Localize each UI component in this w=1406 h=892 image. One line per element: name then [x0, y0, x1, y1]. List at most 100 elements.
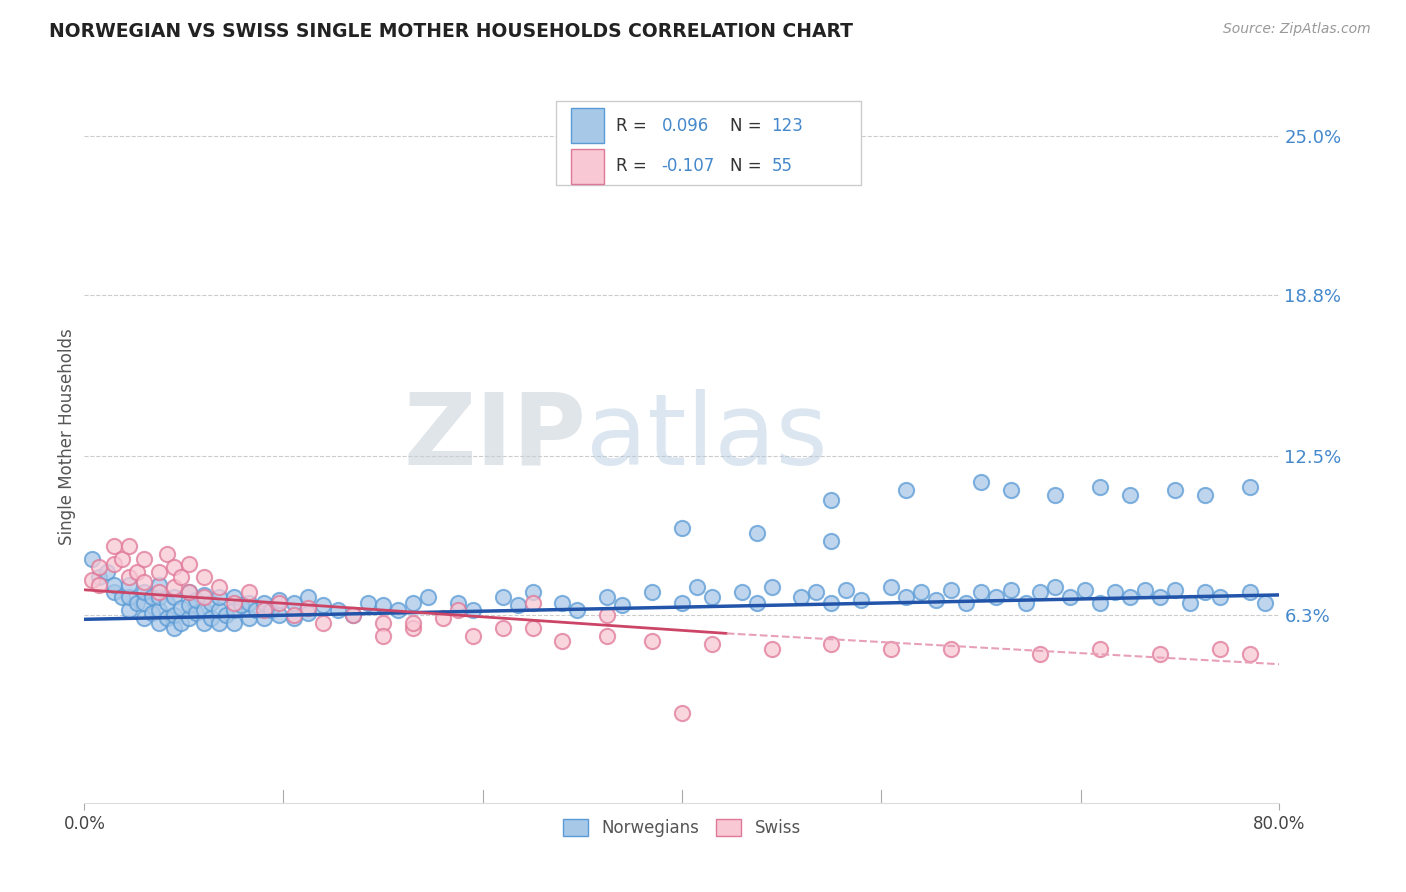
- Point: [118, 539, 141, 553]
- Point: [939, 641, 962, 656]
- Point: [245, 603, 267, 617]
- Point: [222, 591, 245, 605]
- Point: [238, 611, 260, 625]
- Point: [89, 559, 111, 574]
- Point: [89, 570, 111, 584]
- Point: [910, 585, 932, 599]
- Point: [267, 593, 290, 607]
- Point: [1239, 647, 1261, 661]
- Point: [103, 577, 125, 591]
- Point: [1164, 582, 1187, 597]
- Point: [132, 596, 156, 610]
- Point: [132, 611, 156, 625]
- Point: [163, 580, 186, 594]
- Text: N =: N =: [730, 157, 766, 175]
- Point: [745, 526, 768, 541]
- Point: [1253, 596, 1275, 610]
- Point: [461, 629, 484, 643]
- Point: [208, 580, 231, 594]
- Point: [373, 629, 395, 643]
- Point: [132, 575, 156, 590]
- Point: [894, 483, 917, 497]
- Point: [851, 593, 873, 607]
- Point: [432, 611, 454, 625]
- Point: [312, 616, 335, 631]
- Point: [1090, 641, 1112, 656]
- Point: [80, 573, 103, 587]
- Point: [835, 582, 858, 597]
- Point: [745, 596, 768, 610]
- Point: [641, 585, 664, 599]
- Point: [461, 603, 484, 617]
- Point: [970, 585, 993, 599]
- Point: [447, 603, 470, 617]
- Point: [700, 637, 723, 651]
- Point: [238, 585, 260, 599]
- Point: [148, 585, 170, 599]
- Point: [1119, 488, 1142, 502]
- Point: [283, 611, 305, 625]
- Text: R =: R =: [616, 157, 652, 175]
- Point: [1104, 585, 1126, 599]
- Bar: [571, 149, 605, 184]
- Point: [551, 596, 574, 610]
- Point: [148, 577, 170, 591]
- Point: [1045, 580, 1067, 594]
- Point: [118, 570, 141, 584]
- Point: [260, 603, 283, 617]
- Point: [522, 621, 544, 635]
- Point: [1014, 596, 1036, 610]
- Point: [447, 596, 470, 610]
- Point: [132, 552, 156, 566]
- Point: [222, 616, 245, 631]
- Point: [177, 585, 200, 599]
- Point: [806, 585, 828, 599]
- Point: [253, 611, 276, 625]
- Point: [790, 591, 813, 605]
- Point: [1239, 585, 1261, 599]
- Point: [193, 591, 215, 605]
- Point: [1149, 591, 1171, 605]
- Text: 0.096: 0.096: [662, 117, 709, 135]
- Point: [103, 557, 125, 571]
- Y-axis label: Single Mother Households: Single Mother Households: [58, 329, 76, 545]
- Point: [596, 591, 619, 605]
- Point: [283, 608, 305, 623]
- Point: [567, 603, 589, 617]
- Point: [103, 539, 125, 553]
- Point: [222, 596, 245, 610]
- Point: [1209, 591, 1232, 605]
- Point: [163, 621, 186, 635]
- Point: [1000, 582, 1022, 597]
- Point: [402, 621, 425, 635]
- Point: [342, 608, 364, 623]
- Point: [880, 580, 903, 594]
- Point: [402, 596, 425, 610]
- Point: [1074, 582, 1097, 597]
- Point: [231, 598, 253, 612]
- Point: [163, 591, 186, 605]
- Point: [387, 603, 409, 617]
- Point: [193, 616, 215, 631]
- Point: [700, 591, 723, 605]
- Point: [297, 606, 319, 620]
- Point: [200, 611, 222, 625]
- Point: [894, 591, 917, 605]
- Point: [177, 598, 200, 612]
- Text: NORWEGIAN VS SWISS SINGLE MOTHER HOUSEHOLDS CORRELATION CHART: NORWEGIAN VS SWISS SINGLE MOTHER HOUSEHO…: [49, 22, 853, 41]
- Point: [253, 596, 276, 610]
- Point: [141, 606, 163, 620]
- Point: [132, 585, 156, 599]
- Point: [1029, 647, 1052, 661]
- Point: [880, 641, 903, 656]
- Point: [163, 608, 186, 623]
- Point: [89, 577, 111, 591]
- Point: [492, 591, 515, 605]
- Point: [208, 616, 231, 631]
- Point: [1090, 480, 1112, 494]
- Point: [111, 552, 134, 566]
- Point: [80, 552, 103, 566]
- Point: [148, 603, 170, 617]
- Text: N =: N =: [730, 117, 766, 135]
- Point: [1000, 483, 1022, 497]
